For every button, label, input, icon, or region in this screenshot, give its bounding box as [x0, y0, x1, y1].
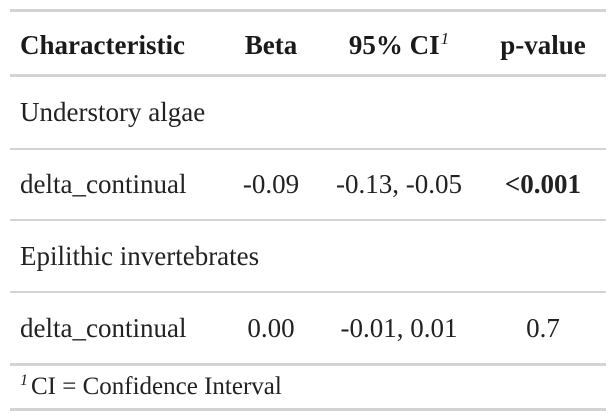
row-ci: -0.01, 0.01 — [340, 313, 458, 343]
footnote-text: CI = Confidence Interval — [31, 373, 282, 400]
group-label-epilithic-invertebrates: Epilithic invertebrates — [20, 241, 260, 271]
table-footnote: 1 CI = Confidence Interval — [20, 372, 282, 404]
header-ci-footnote-mark: 1 — [440, 29, 450, 48]
footnote-bottom-border — [10, 408, 606, 411]
header-ci: 95% CI1 — [324, 29, 474, 64]
group-label-understory-algae: Understory algae — [20, 97, 206, 127]
row-divider — [10, 291, 606, 293]
table-bottom-border — [10, 363, 606, 366]
row-beta: 0.00 — [247, 313, 295, 343]
table-top-border — [10, 9, 606, 12]
row-pvalue: <0.001 — [504, 169, 582, 199]
row-pvalue: 0.7 — [526, 313, 560, 343]
header-bottom-border — [10, 74, 606, 77]
row-ci: -0.13, -0.05 — [336, 169, 462, 199]
row-characteristic: delta_continual — [20, 169, 187, 199]
header-pvalue: p-value — [500, 30, 586, 60]
footnote-mark: 1 — [20, 372, 28, 389]
row-beta: -0.09 — [242, 169, 300, 199]
row-divider — [10, 219, 606, 221]
row-divider — [10, 148, 606, 150]
header-characteristic: Characteristic — [20, 30, 185, 60]
header-beta: Beta — [244, 30, 298, 60]
header-ci-label: 95% CI — [348, 30, 440, 60]
row-characteristic: delta_continual — [20, 313, 187, 343]
